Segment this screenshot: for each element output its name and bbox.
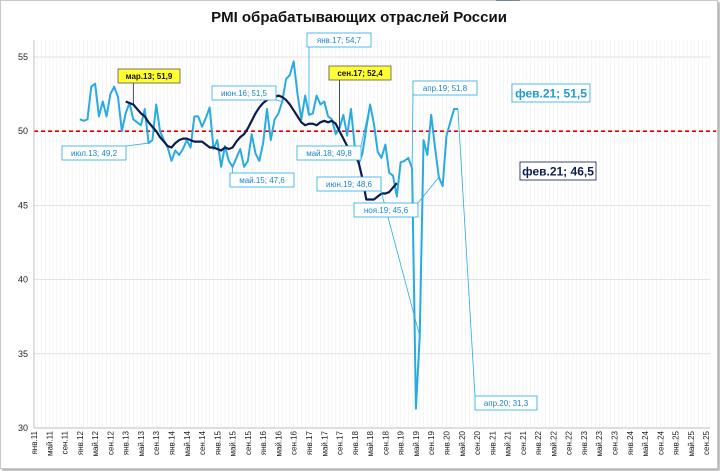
x-tick-label: май.16 bbox=[274, 430, 283, 456]
x-tick-label: сен.15 bbox=[244, 430, 253, 455]
x-tick-label: янв.24 bbox=[626, 430, 635, 455]
chart-title: PMI обрабатывающих отраслей России bbox=[211, 9, 507, 26]
annotation-box bbox=[306, 32, 372, 48]
annotation-label: июн.19; 48,6 bbox=[326, 180, 373, 189]
series-line-monthly bbox=[79, 60, 458, 410]
series-layer bbox=[79, 60, 458, 410]
x-tick-label: янв.23 bbox=[580, 430, 589, 455]
annotation-layer: июл.13; 49,2 май.15; 47,6 июн.16; 51,5 янв.… bbox=[61, 0, 597, 411]
x-tick-label: сен.21 bbox=[519, 430, 528, 455]
x-tick-label: май.24 bbox=[641, 430, 650, 456]
x-tick-label: сен.19 bbox=[427, 430, 436, 455]
x-tick-label: сен.12 bbox=[106, 430, 115, 455]
annotation-box bbox=[353, 202, 419, 218]
annotation-box bbox=[511, 83, 591, 103]
x-tick-label: янв.12 bbox=[76, 430, 85, 455]
x-tick-label: май.17 bbox=[320, 430, 329, 456]
x-tick-label: май.21 bbox=[504, 430, 513, 456]
annotation-leader bbox=[457, 108, 476, 397]
x-tick-label: янв.20 bbox=[442, 430, 451, 455]
x-tick-label: янв.14 bbox=[167, 430, 176, 455]
annotation-leader bbox=[417, 176, 440, 204]
x-tick-label: янв.13 bbox=[122, 430, 131, 455]
x-tick-label: сен.20 bbox=[473, 430, 482, 455]
y-tick-label: 40 bbox=[18, 275, 28, 285]
annotation-label: май.15; 47,6 bbox=[239, 176, 285, 185]
annotation-leader bbox=[360, 104, 371, 147]
x-tick-label: май.14 bbox=[183, 430, 192, 456]
x-tick-label: сен.11 bbox=[61, 430, 70, 454]
annotation-leader bbox=[275, 99, 283, 102]
x-tick-label: сен.22 bbox=[565, 430, 574, 455]
x-tick-label: сен.14 bbox=[198, 430, 207, 455]
annotation-label: май.18; 49,8 bbox=[306, 149, 352, 158]
y-tick-label: 35 bbox=[18, 349, 28, 359]
x-tick-label: янв.21 bbox=[488, 430, 497, 455]
annotation-box bbox=[211, 85, 277, 101]
x-tick-label: янв.11 bbox=[30, 430, 39, 454]
annotation-box bbox=[61, 145, 127, 161]
annotation-label: апр.20; 31,3 bbox=[484, 399, 529, 408]
x-tick-label: янв.15 bbox=[213, 430, 222, 455]
annotation-leader bbox=[125, 142, 149, 147]
x-tick-label: май.23 bbox=[595, 430, 604, 456]
annotation-label: июн.16; 51,5 bbox=[221, 89, 268, 98]
x-tick-label: сен.16 bbox=[290, 430, 299, 455]
x-tick-label: май.22 bbox=[549, 430, 558, 456]
annotation-box bbox=[412, 80, 478, 96]
x-tick-label: май.25 bbox=[687, 430, 696, 456]
annotation-box bbox=[296, 145, 362, 161]
annotation-label: сен.17; 52,4 bbox=[337, 69, 383, 78]
x-tick-label: сен.13 bbox=[152, 430, 161, 455]
x-tick-label: янв.17 bbox=[305, 430, 314, 455]
x-tick-label: май.13 bbox=[137, 430, 146, 456]
annotation-label: июл.13; 49,2 bbox=[71, 149, 118, 158]
annotation-box bbox=[328, 65, 392, 81]
annotation-box bbox=[229, 172, 295, 188]
annotation-label: апр.19; 51,8 bbox=[423, 84, 468, 93]
annotation-box bbox=[316, 176, 382, 192]
y-tick-label: 30 bbox=[18, 423, 28, 433]
x-tick-label: май.18 bbox=[366, 430, 375, 456]
annotation-label: янв.17; 54,7 bbox=[317, 36, 362, 45]
x-tick-label: май.15 bbox=[229, 430, 238, 456]
annotation-box bbox=[117, 68, 181, 84]
x-tick-label: сен.18 bbox=[381, 430, 390, 455]
x-tick-label: сен.17 bbox=[336, 430, 345, 455]
x-tick-label: янв.19 bbox=[397, 430, 406, 455]
y-tick-label: 45 bbox=[18, 200, 28, 210]
x-tick-label: сен.23 bbox=[611, 430, 620, 455]
annotation-label: фев.21; 46,5 bbox=[522, 164, 594, 178]
x-tick-label: май.12 bbox=[91, 430, 100, 456]
annotation-box bbox=[474, 395, 538, 411]
annotation-leader bbox=[411, 94, 414, 169]
x-tick-label: янв.16 bbox=[259, 430, 268, 455]
grid-layer bbox=[33, 40, 711, 429]
x-tick-label: май.19 bbox=[412, 430, 421, 456]
annotation-label: ноя.19; 45,6 bbox=[364, 206, 409, 215]
x-tick-label: янв.18 bbox=[351, 430, 360, 455]
annotation-label: мар.13; 51,9 bbox=[126, 72, 173, 81]
y-tick-label: 55 bbox=[18, 52, 28, 62]
y-tick-label: 50 bbox=[18, 126, 28, 136]
x-tick-label: сен.24 bbox=[656, 430, 665, 455]
x-tick-label: янв.25 bbox=[672, 430, 681, 455]
x-tick-label: янв.22 bbox=[534, 430, 543, 455]
annotation-box bbox=[519, 161, 597, 181]
x-tick-label: сен.25 bbox=[702, 430, 711, 455]
x-tick-label: май.20 bbox=[458, 430, 467, 456]
annotation-label: фев.21; 51,5 bbox=[515, 86, 587, 100]
axis-layer: 30 35 40 45 50 55 янв.11 май.11 сен.11 янв.12 май.… bbox=[18, 40, 711, 457]
x-tick-label: май.11 bbox=[45, 430, 54, 455]
